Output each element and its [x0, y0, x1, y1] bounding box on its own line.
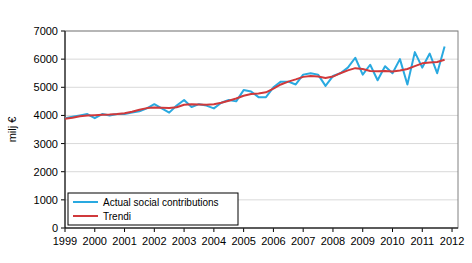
- y-tick: [61, 87, 65, 88]
- x-tick-label: 2011: [410, 235, 434, 247]
- y-tick: [61, 115, 65, 116]
- x-tick-label: 2002: [142, 235, 166, 247]
- legend-box: [68, 193, 238, 225]
- grid-line: [65, 115, 458, 116]
- y-axis-label: milj €: [6, 117, 18, 143]
- x-tick-label: 2001: [112, 235, 136, 247]
- legend-label: Trendi: [103, 211, 131, 222]
- y-tick-label: 1000: [34, 194, 58, 206]
- plot-frame: [65, 31, 458, 228]
- y-axis: [65, 31, 66, 228]
- x-tick-label: 2009: [350, 235, 374, 247]
- series-group: [65, 46, 445, 118]
- y-tick-label: 5000: [34, 81, 58, 93]
- grid-line: [65, 87, 458, 88]
- y-tick: [61, 171, 65, 172]
- y-tick: [61, 31, 65, 32]
- grid-line: [65, 228, 458, 229]
- x-tick: [184, 228, 185, 232]
- x-tick-label: 1999: [53, 235, 77, 247]
- x-tick: [422, 228, 423, 232]
- y-tick-label: 0: [52, 222, 58, 234]
- x-tick: [154, 228, 155, 232]
- x-tick: [94, 228, 95, 232]
- legend-swatch: [73, 215, 98, 217]
- x-axis: [65, 228, 458, 229]
- x-tick: [362, 228, 363, 232]
- x-tick: [392, 228, 393, 232]
- x-tick: [452, 228, 453, 232]
- series-line: [65, 46, 445, 118]
- x-tick: [303, 228, 304, 232]
- y-tick-label: 3000: [34, 138, 58, 150]
- legend: Actual social contributions Trendi: [68, 193, 238, 225]
- x-tick-label: 2000: [83, 235, 107, 247]
- x-tick-label: 2008: [321, 235, 345, 247]
- x-tick-label: 2007: [291, 235, 315, 247]
- x-tick-label: 2003: [172, 235, 196, 247]
- x-tick: [332, 228, 333, 232]
- x-tick-label: 2012: [440, 235, 464, 247]
- y-tick-label: 2000: [34, 166, 58, 178]
- y-tick: [61, 59, 65, 60]
- chart: 0 1000 2000 3000 4000 5000 6000 7000 1999 2000 200…: [0, 0, 472, 263]
- x-tick-label: 2010: [380, 235, 404, 247]
- x-tick: [65, 228, 66, 232]
- grid-line: [65, 143, 458, 144]
- y-tick-label: 6000: [34, 53, 58, 65]
- x-tick: [213, 228, 214, 232]
- x-tick: [273, 228, 274, 232]
- y-tick: [61, 228, 65, 229]
- legend-swatch: [73, 201, 98, 203]
- x-tick-label: 2004: [202, 235, 226, 247]
- x-tick-label: 2006: [261, 235, 285, 247]
- y-tick-label: 4000: [34, 109, 58, 121]
- x-tick-label: 2005: [231, 235, 255, 247]
- y-tick: [61, 143, 65, 144]
- x-tick: [124, 228, 125, 232]
- x-tick: [243, 228, 244, 232]
- grid-line: [65, 171, 458, 172]
- y-tick: [61, 199, 65, 200]
- series-line: [65, 60, 445, 119]
- legend-label: Actual social contributions: [103, 197, 219, 208]
- y-tick-label: 7000: [34, 25, 58, 37]
